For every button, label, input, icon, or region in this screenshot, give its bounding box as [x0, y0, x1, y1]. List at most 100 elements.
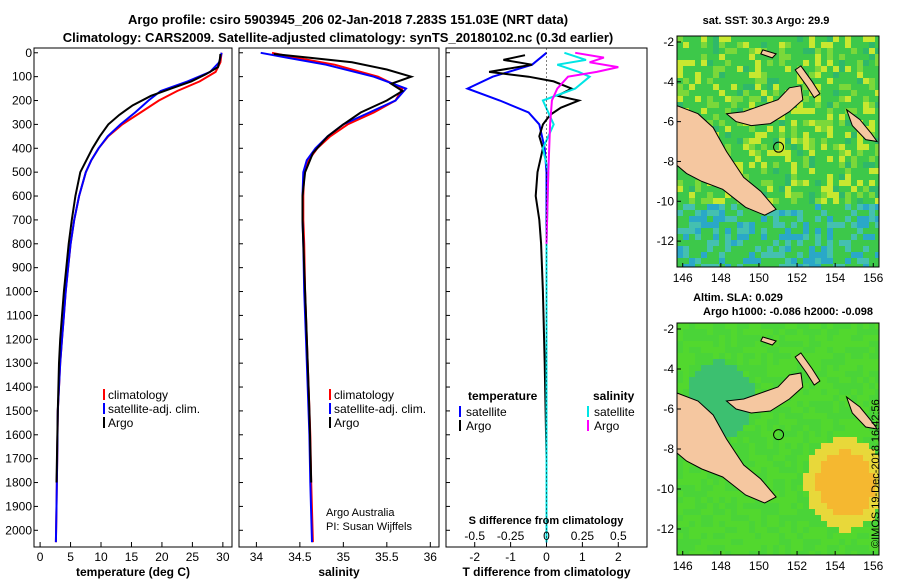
map-cell-sst [773, 66, 779, 72]
map-cell-sla [689, 479, 695, 485]
map-cell-sla [737, 545, 743, 551]
map-cell-sst [743, 144, 749, 150]
map-cell-sst [695, 36, 701, 42]
land-polygon [676, 104, 777, 216]
map-cell-sla [827, 413, 833, 419]
map-cell-sst [743, 138, 749, 144]
map-cell-sla [749, 383, 755, 389]
map-cell-sst [773, 264, 779, 267]
map-cell-sla [845, 533, 851, 539]
map-cell-sst [749, 66, 755, 72]
map-cell-sst [689, 252, 695, 258]
map-cell-sst [773, 162, 779, 168]
map-cell-sst [821, 234, 827, 240]
map-cell-sst [797, 132, 803, 138]
map-cell-sla [707, 407, 713, 413]
map-cell-sla [791, 467, 797, 473]
map-cell-sla [773, 521, 779, 527]
map-cell-sst [803, 156, 809, 162]
map-cell-sla [845, 329, 851, 335]
map-cell-sla [851, 353, 857, 359]
map-cell-sla [815, 509, 821, 515]
map-cell-sla [851, 479, 857, 485]
map-cell-sst [761, 234, 767, 240]
map-cell-sla [677, 335, 683, 341]
map-cell-sla [779, 473, 785, 479]
map-cell-sla [725, 371, 731, 377]
map-cell-sla [677, 377, 683, 383]
argo-float-marker [773, 141, 785, 153]
map-cell-sst [803, 138, 809, 144]
map-cell-sst [809, 66, 815, 72]
map-cell-sst [773, 84, 779, 90]
map-cell-sst [785, 186, 791, 192]
map-cell-sst [821, 138, 827, 144]
map-cell-sla [683, 515, 689, 521]
map-cell-sla [815, 335, 821, 341]
map-cell-sst [827, 168, 833, 174]
map-cell-sst [737, 222, 743, 228]
map-cell-sst [815, 156, 821, 162]
map-cell-sla [683, 347, 689, 353]
map-cell-sla [827, 347, 833, 353]
land-polygon [845, 395, 879, 430]
map-cell-sst [797, 48, 803, 54]
map-cell-sst [761, 228, 767, 234]
map-cell-sst [869, 174, 875, 180]
map-cell-sst [695, 54, 701, 60]
map-cell-sla [791, 431, 797, 437]
map-cell-sla [815, 455, 821, 461]
map-cell-sla [803, 407, 809, 413]
map-cell-sst [845, 222, 851, 228]
series-line-temperature-argo [55, 53, 222, 483]
map-cell-sst [677, 246, 683, 252]
map-cell-sla [833, 533, 839, 539]
map-cell-sst [875, 192, 879, 198]
map-cell-sla [719, 395, 725, 401]
map-cell-sst [791, 78, 797, 84]
map-cell-sla [839, 341, 845, 347]
map-cell-sst [833, 78, 839, 84]
map-cell-sla [749, 521, 755, 527]
map-cell-sst [809, 204, 815, 210]
map-cell-sst [731, 156, 737, 162]
map-cell-sst [779, 90, 785, 96]
map-cell-sst [749, 222, 755, 228]
map-cell-sla [737, 323, 743, 329]
map-cell-sst [875, 84, 879, 90]
map-cell-sla [695, 329, 701, 335]
map-cell-sla [779, 485, 785, 491]
map-cell-sst [827, 108, 833, 114]
map-cell-sla [743, 419, 749, 425]
map-cell-sla [761, 371, 767, 377]
map-cell-sla [707, 515, 713, 521]
map-cell-sla [749, 461, 755, 467]
map-cell-sst [707, 210, 713, 216]
map-cell-sla [731, 329, 737, 335]
map-cell-sst [863, 90, 869, 96]
map-cell-sst [821, 66, 827, 72]
map-cell-sla [725, 329, 731, 335]
map-cell-sla [689, 395, 695, 401]
map-cell-sst [791, 252, 797, 258]
map-cell-sst [803, 246, 809, 252]
map-cell-sla [731, 545, 737, 551]
map-cell-sst [821, 174, 827, 180]
map-cell-sla [839, 401, 845, 407]
top-tick-label: 0 [543, 529, 550, 543]
map-cell-sla [731, 431, 737, 437]
map-cell-sla [827, 377, 833, 383]
map-cell-sla [761, 329, 767, 335]
map-cell-sst [875, 90, 879, 96]
map-cell-sla [689, 551, 695, 555]
map-cell-sla [803, 461, 809, 467]
map-cell-sla [773, 329, 779, 335]
map-cell-sst [695, 264, 701, 267]
map-cell-sla [749, 347, 755, 353]
map-cell-sst [737, 246, 743, 252]
map-cell-sla [719, 545, 725, 551]
map-cell-sst [809, 198, 815, 204]
map-cell-sla [737, 503, 743, 509]
map-cell-sst [815, 198, 821, 204]
map-cell-sst [755, 174, 761, 180]
